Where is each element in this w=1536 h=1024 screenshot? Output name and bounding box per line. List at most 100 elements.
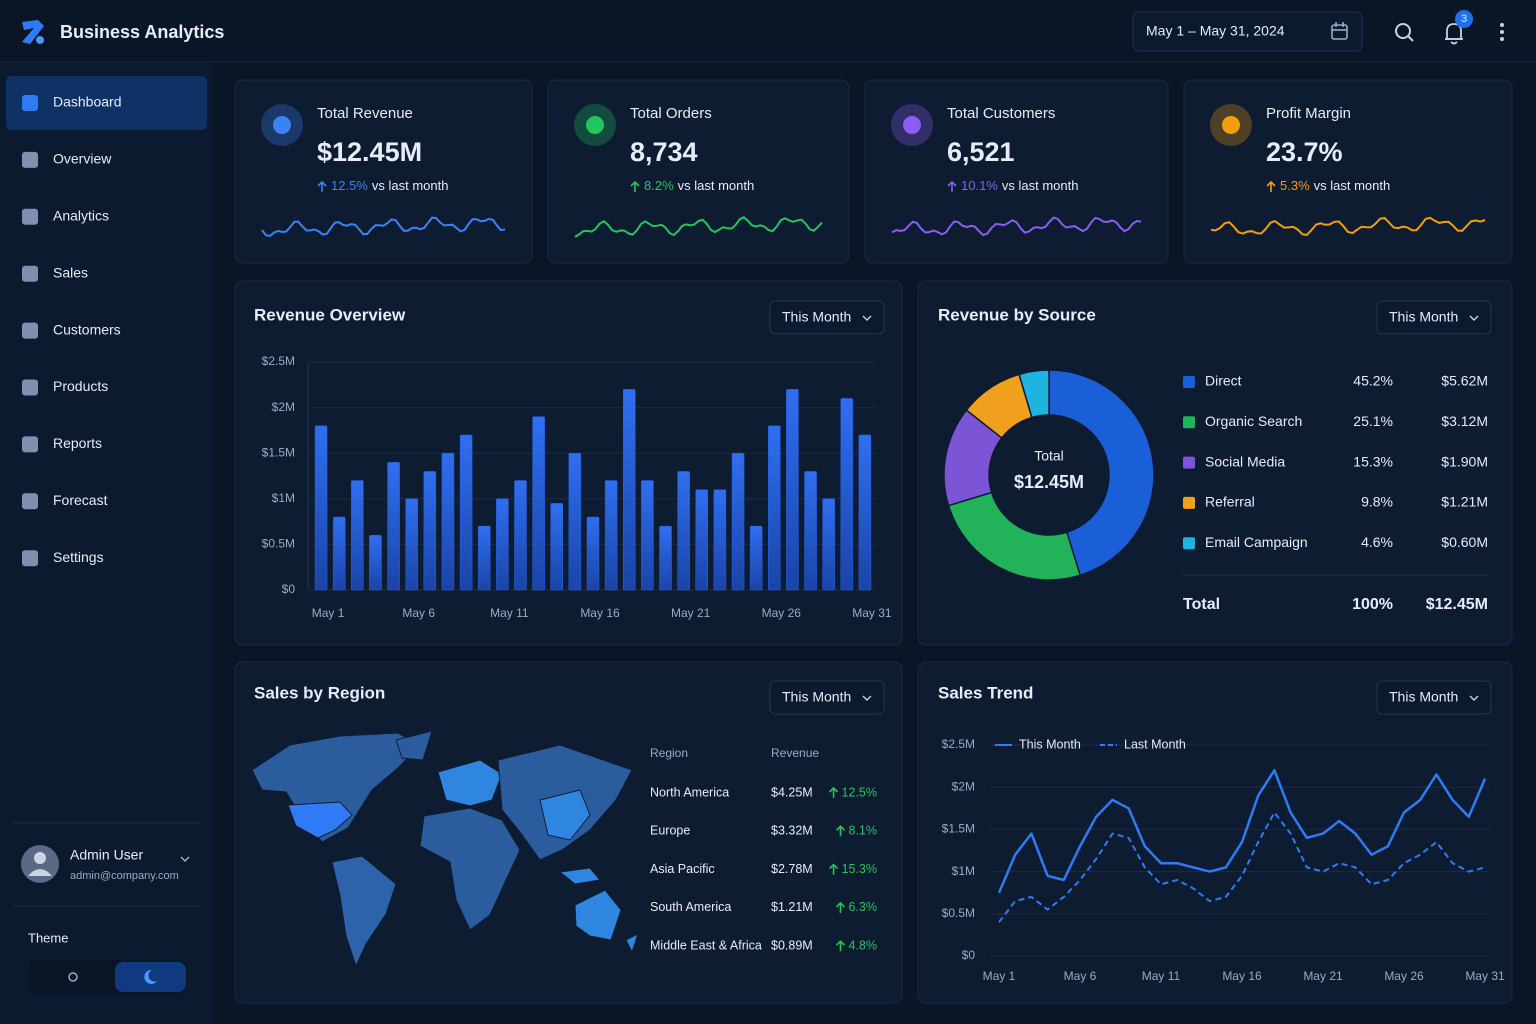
x-tick-label: May 31 bbox=[1465, 969, 1505, 983]
notification-badge[interactable] bbox=[1455, 10, 1473, 28]
nav-item[interactable]: Settings bbox=[53, 549, 104, 565]
filter-dropdown[interactable] bbox=[769, 300, 885, 335]
nav-item[interactable]: Customers bbox=[53, 321, 121, 337]
sparkline bbox=[261, 216, 506, 237]
region-revenue: $2.78M bbox=[771, 862, 813, 876]
filter-dropdown[interactable] bbox=[769, 680, 885, 715]
nav-icon[interactable] bbox=[22, 493, 38, 510]
nav-icon[interactable] bbox=[22, 95, 38, 111]
chevron[interactable] bbox=[180, 856, 190, 863]
kpi-change: 10.1% bbox=[961, 178, 998, 193]
filter-label[interactable]: This Month bbox=[1389, 309, 1458, 325]
date-picker[interactable] bbox=[1132, 11, 1363, 52]
filter-dropdown[interactable] bbox=[1376, 300, 1492, 335]
kpi-value: 6,521 bbox=[947, 137, 1015, 167]
filter-label[interactable]: This Month bbox=[782, 309, 851, 325]
y-tick-label: $2M bbox=[952, 779, 975, 793]
x-tick-label: May 11 bbox=[1142, 969, 1181, 983]
user-email[interactable]: admin@company.com bbox=[70, 870, 179, 882]
bar bbox=[314, 425, 328, 591]
bell-icon[interactable] bbox=[1445, 23, 1463, 45]
nav-icon[interactable] bbox=[22, 379, 38, 396]
more-icon[interactable] bbox=[1500, 23, 1504, 41]
panel-title: Revenue by Source bbox=[938, 305, 1096, 324]
kpi-value: 8,734 bbox=[630, 137, 698, 167]
chevron[interactable] bbox=[862, 315, 872, 321]
bar bbox=[768, 425, 781, 591]
nav-icon[interactable] bbox=[22, 436, 38, 453]
nav-item[interactable]: Overview bbox=[53, 151, 112, 167]
nav-item[interactable]: Forecast bbox=[53, 492, 108, 508]
kpi-change-line: 8.2% vs last month bbox=[644, 178, 754, 193]
sun-icon[interactable] bbox=[68, 972, 78, 982]
kpi-change: 12.5% bbox=[331, 178, 368, 193]
total-amount: $12.45M bbox=[1426, 596, 1488, 613]
legend-label: This Month bbox=[1019, 737, 1081, 751]
nav-icon[interactable] bbox=[22, 265, 38, 282]
legend-label: Organic Search bbox=[1205, 413, 1302, 429]
table-header: Region bbox=[650, 746, 688, 760]
moon-icon[interactable] bbox=[144, 969, 157, 984]
calendar-icon[interactable] bbox=[1331, 22, 1348, 40]
legend-amount: $3.12M bbox=[1441, 413, 1488, 429]
kpi-change: 8.2% bbox=[644, 178, 674, 193]
legend-amount: $0.60M bbox=[1441, 534, 1488, 550]
kpi-change-line: 5.3% vs last month bbox=[1280, 178, 1390, 193]
bar bbox=[604, 480, 618, 591]
kpi-title: Total Revenue bbox=[317, 105, 413, 122]
up-arrow bbox=[317, 180, 327, 192]
nav-icon[interactable] bbox=[22, 208, 38, 225]
nav-icon[interactable] bbox=[22, 151, 38, 168]
donut-center-label: Total bbox=[1034, 448, 1064, 464]
kpi-change-line: 12.5% vs last month bbox=[331, 178, 448, 193]
sparkline bbox=[1210, 216, 1486, 236]
kpi-icon bbox=[1222, 116, 1240, 134]
x-tick-label: May 21 bbox=[671, 606, 711, 620]
nav-item[interactable]: Reports bbox=[53, 435, 102, 451]
filter-label[interactable]: This Month bbox=[1389, 689, 1458, 705]
legend-percent: 4.6% bbox=[1361, 534, 1393, 550]
bar bbox=[496, 498, 509, 591]
bar bbox=[332, 516, 346, 591]
kpi-note: vs last month bbox=[1002, 178, 1079, 193]
kpi-title: Total Orders bbox=[630, 105, 712, 122]
kpi-note: vs last month bbox=[372, 178, 449, 193]
nav-icon[interactable] bbox=[22, 550, 38, 567]
region-growth: 12.5% bbox=[842, 785, 877, 799]
legend-swatch bbox=[1183, 496, 1195, 509]
region-name: Middle East & Africa bbox=[650, 938, 762, 952]
nav-item[interactable]: Dashboard bbox=[53, 94, 122, 110]
nav-item[interactable]: Sales bbox=[53, 264, 88, 280]
region-name: Asia Pacific bbox=[650, 862, 715, 876]
total-percent: 100% bbox=[1352, 596, 1393, 613]
up-arrow bbox=[835, 901, 846, 913]
chevron[interactable] bbox=[1469, 315, 1479, 321]
region-name: Europe bbox=[650, 824, 690, 838]
user-name[interactable]: Admin User bbox=[70, 847, 143, 863]
x-tick-label: May 6 bbox=[402, 606, 435, 620]
bar bbox=[405, 498, 418, 591]
chevron[interactable] bbox=[1469, 695, 1479, 701]
search-icon[interactable] bbox=[1395, 23, 1414, 42]
donut-segment bbox=[1018, 369, 1050, 419]
sparkline bbox=[574, 216, 823, 238]
region-revenue: $1.21M bbox=[771, 900, 813, 914]
kpi-card bbox=[864, 79, 1169, 264]
bar bbox=[786, 389, 799, 591]
legend-label: Last Month bbox=[1124, 737, 1186, 751]
filter-dropdown[interactable] bbox=[1376, 680, 1492, 715]
date-range[interactable]: May 1 – May 31, 2024 bbox=[1146, 23, 1285, 39]
notification-count[interactable]: 3 bbox=[1461, 13, 1467, 25]
bar bbox=[423, 471, 437, 591]
nav-active-bg[interactable] bbox=[6, 76, 207, 130]
filter-label[interactable]: This Month bbox=[782, 689, 851, 705]
nav-icon[interactable] bbox=[22, 322, 38, 339]
bar bbox=[695, 489, 709, 591]
region-growth: 6.3% bbox=[849, 900, 878, 914]
up-arrow bbox=[835, 940, 846, 952]
y-tick-label: $0 bbox=[962, 948, 976, 962]
nav-item[interactable]: Analytics bbox=[53, 208, 109, 224]
theme-dark-active[interactable] bbox=[115, 962, 186, 992]
nav-item[interactable]: Products bbox=[53, 378, 108, 394]
chevron[interactable] bbox=[862, 695, 872, 701]
